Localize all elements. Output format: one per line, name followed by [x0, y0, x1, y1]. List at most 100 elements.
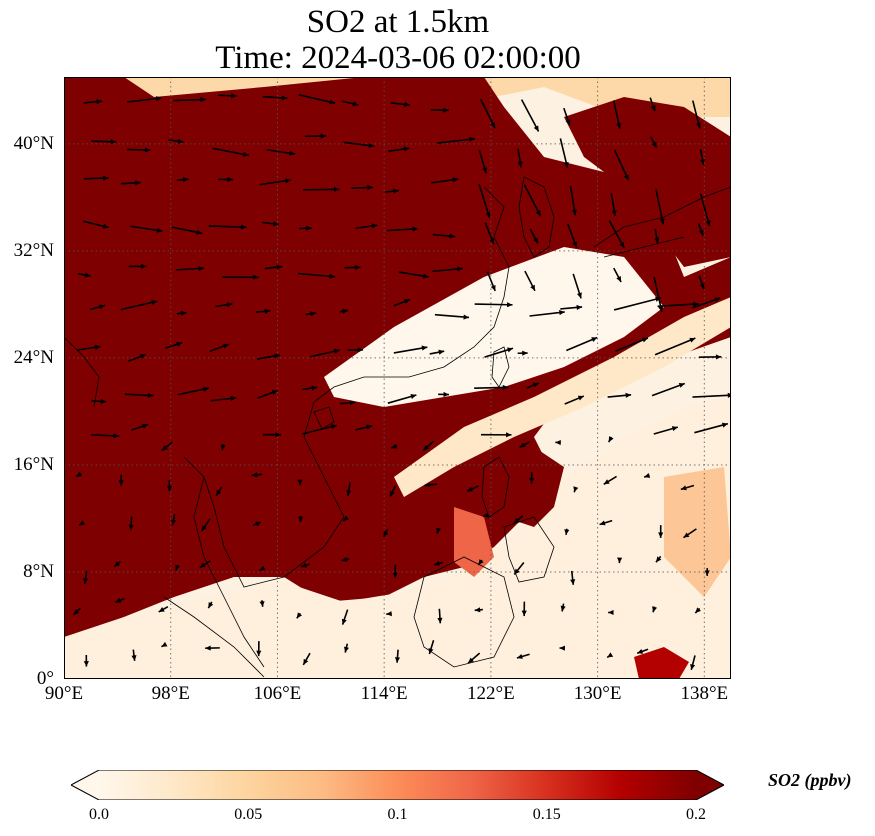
wind-arrow — [520, 99, 540, 132]
wind-arrow — [339, 400, 356, 406]
wind-arrow — [385, 188, 400, 194]
wind-arrow — [478, 183, 491, 219]
coastline-philippines-south — [503, 516, 555, 583]
wind-arrow — [343, 141, 375, 149]
wind-arrow — [298, 515, 304, 523]
wind-arrow — [435, 527, 441, 534]
wind-arrow — [176, 177, 189, 183]
lat-tick-label: 32°N — [13, 239, 54, 261]
wind-arrow — [252, 520, 262, 526]
map-gridlines — [64, 77, 731, 679]
wind-arrow — [83, 175, 109, 181]
wind-arrow — [393, 298, 411, 307]
lat-tick-label: 8°N — [23, 560, 54, 582]
wind-arrow — [636, 648, 649, 655]
wind-arrow — [569, 185, 577, 216]
colorbar-tick-label: 0.15 — [532, 806, 561, 823]
wind-arrow — [264, 264, 283, 270]
wind-arrow — [432, 266, 463, 273]
wind-arrow — [257, 389, 278, 399]
wind-arrow — [124, 392, 154, 398]
wind-arrow — [392, 564, 398, 578]
wind-arrow — [131, 423, 149, 431]
wind-arrow — [351, 184, 373, 191]
wind-arrow — [176, 310, 187, 316]
wind-arrow — [652, 606, 658, 613]
wind-arrow — [212, 147, 249, 157]
wind-arrow — [613, 149, 630, 181]
wind-arrow — [517, 148, 523, 168]
wind-arrow — [209, 343, 230, 353]
wind-arrow — [199, 560, 211, 569]
wind-arrow — [208, 224, 247, 230]
wind-arrow — [643, 473, 651, 478]
wind-arrow — [256, 353, 281, 360]
wind-arrow — [570, 570, 576, 585]
wind-arrow — [523, 184, 542, 217]
wind-arrow — [173, 97, 206, 103]
wind-arrow — [301, 385, 318, 391]
wind-arrow — [131, 649, 137, 661]
wind-arrow — [430, 107, 449, 113]
wind-arrow — [128, 353, 147, 362]
wind-arrow — [120, 299, 158, 311]
wind-arrow — [343, 643, 349, 653]
wind-arrow — [560, 603, 566, 612]
wind-arrow — [478, 149, 488, 174]
wind-arrow — [560, 304, 583, 310]
wind-arrow — [607, 436, 614, 443]
lat-tick-label: 16°N — [13, 453, 54, 475]
wind-arrow — [91, 139, 117, 145]
wind-arrow — [513, 515, 524, 524]
wind-arrow — [466, 485, 479, 492]
wind-arrow — [529, 472, 535, 484]
coastline-hainan — [313, 406, 335, 430]
wind-arrow — [298, 94, 336, 105]
wind-arrow — [655, 555, 662, 563]
wind-arrow — [529, 310, 565, 317]
wind-arrow — [516, 653, 530, 659]
wind-arrow — [599, 519, 613, 526]
wind-arrow — [658, 525, 664, 538]
wind-arrow — [683, 528, 697, 539]
wind-arrow — [474, 384, 509, 391]
coastline-japan — [593, 186, 731, 258]
wind-arrow — [482, 512, 489, 518]
wind-arrow — [83, 570, 89, 584]
wind-arrow — [567, 223, 578, 248]
wind-arrow — [217, 176, 233, 183]
wind-arrow — [474, 607, 483, 613]
coastlines — [64, 176, 731, 678]
wind-arrow — [114, 597, 125, 603]
wind-arrow — [388, 146, 410, 153]
so2-borneo-spot — [454, 507, 494, 577]
wind-arrow — [480, 98, 496, 129]
wind-arrow — [339, 308, 349, 314]
wind-arrow — [91, 398, 107, 404]
wind-arrow — [300, 562, 310, 568]
wind-arrow — [654, 228, 660, 244]
wind-arrow — [617, 557, 623, 564]
coastline-malay-peninsula — [193, 476, 265, 668]
wind-arrow — [386, 226, 419, 232]
wind-arrow — [113, 560, 121, 568]
wind-arrow — [699, 149, 706, 165]
wind-arrow — [251, 472, 263, 478]
wind-arrow — [513, 562, 525, 576]
colorbar-tick-label: 0.2 — [686, 806, 706, 823]
wind-arrow — [82, 220, 109, 229]
wind-arrow — [207, 601, 214, 609]
wind-arrow — [422, 440, 435, 452]
colorbar-extend-min — [71, 770, 99, 800]
lon-tick-label: 138°E — [680, 683, 729, 704]
wind-arrow — [474, 302, 513, 308]
lat-tick-label: 24°N — [13, 346, 54, 368]
wind-arrow — [341, 556, 350, 562]
wind-arrow — [428, 640, 435, 655]
wind-arrow — [613, 296, 662, 311]
wind-arrow — [649, 136, 658, 149]
wind-arrow — [393, 345, 428, 354]
colorbar — [71, 770, 724, 800]
wind-arrow — [477, 559, 484, 566]
wind-arrow — [266, 148, 296, 156]
